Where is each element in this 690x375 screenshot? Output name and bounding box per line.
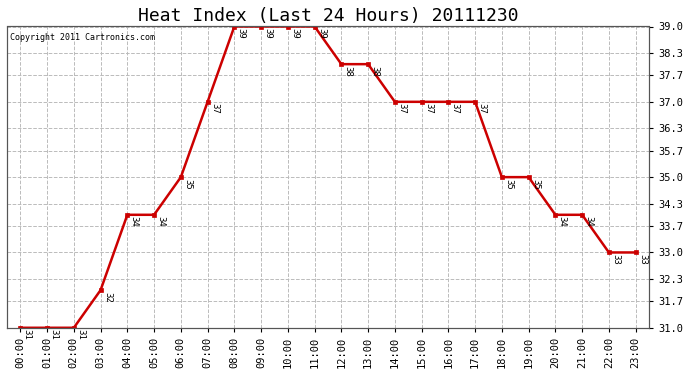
Text: 39: 39: [264, 28, 273, 39]
Text: 31: 31: [77, 329, 86, 340]
Text: 38: 38: [344, 66, 353, 76]
Text: 31: 31: [23, 329, 32, 340]
Text: 39: 39: [290, 28, 299, 39]
Text: 34: 34: [558, 216, 567, 227]
Text: 35: 35: [184, 178, 193, 189]
Text: 39: 39: [237, 28, 246, 39]
Text: 32: 32: [103, 291, 112, 302]
Text: 33: 33: [611, 254, 620, 265]
Text: 37: 37: [424, 103, 433, 114]
Text: 35: 35: [531, 178, 540, 189]
Text: 37: 37: [397, 103, 406, 114]
Title: Heat Index (Last 24 Hours) 20111230: Heat Index (Last 24 Hours) 20111230: [138, 7, 518, 25]
Text: 37: 37: [477, 103, 486, 114]
Text: 39: 39: [317, 28, 326, 39]
Text: 35: 35: [504, 178, 513, 189]
Text: 33: 33: [638, 254, 647, 265]
Text: 37: 37: [451, 103, 460, 114]
Text: 34: 34: [584, 216, 593, 227]
Text: 31: 31: [50, 329, 59, 340]
Text: 37: 37: [210, 103, 219, 114]
Text: 38: 38: [371, 66, 380, 76]
Text: 34: 34: [157, 216, 166, 227]
Text: 34: 34: [130, 216, 139, 227]
Text: Copyright 2011 Cartronics.com: Copyright 2011 Cartronics.com: [10, 33, 155, 42]
